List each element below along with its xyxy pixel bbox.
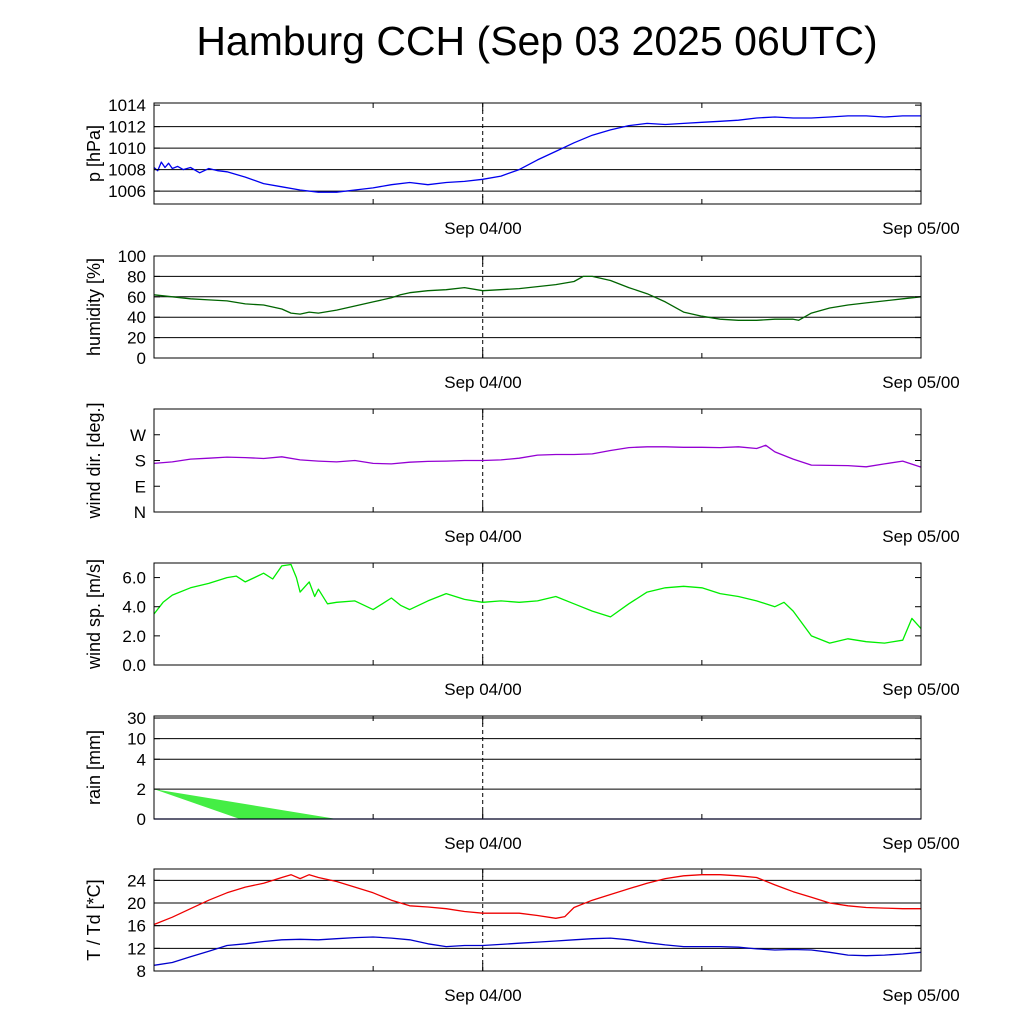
humidity-ytick-label: 40: [127, 308, 146, 327]
rain-ytick-label: 0: [137, 810, 146, 829]
wind_speed-xtick-label: Sep 04/00: [444, 680, 522, 699]
humidity-ytick-label: 0: [137, 349, 146, 368]
temperature-plot-frame: [153, 868, 922, 972]
temperature-ytick-label: 12: [127, 939, 146, 958]
wind_speed-ytick-label: 4.0: [122, 598, 146, 617]
rain-xtick-label: Sep 04/00: [444, 834, 522, 853]
pressure-ytick-label: 1006: [108, 182, 146, 201]
rain-ytick-label: 4: [137, 750, 146, 769]
rain-panel: 0 2 410 30 rain [mm] Sep 04/00 Sep 05/00: [84, 709, 960, 853]
temperature-xtick-label: Sep 04/00: [444, 986, 522, 1005]
wind_dir-plot-frame: [153, 408, 922, 513]
pressure-xtick-label: Sep 05/00: [882, 219, 960, 238]
humidity-xtick-label: Sep 05/00: [882, 373, 960, 392]
wind_speed-xtick-label: Sep 05/00: [882, 680, 960, 699]
humidity-ytick-label: 60: [127, 288, 146, 307]
wind_speed-plot-frame: [153, 562, 922, 666]
temperature-series-line-0: [153, 874, 921, 926]
temperature-xtick-label: Sep 05/00: [882, 986, 960, 1005]
temperature-panel: 8 12 16 20 24 T / Td [*C] Sep 04/00 Sep 05/00: [84, 868, 960, 1005]
temperature-ytick-label: 16: [127, 917, 146, 936]
rain-ytick-label: 2: [137, 780, 146, 799]
humidity-plot-frame: [153, 255, 922, 359]
wind_dir-ytick-label: S: [135, 452, 146, 471]
wind_dir-ytick-label: E: [135, 477, 146, 496]
wind_dir-xtick-label: Sep 05/00: [882, 527, 960, 546]
temperature-ylabel: T / Td [*C]: [84, 879, 104, 960]
humidity-ytick-label: 100: [118, 247, 146, 266]
humidity-ytick-label: 80: [127, 267, 146, 286]
temperature-ytick-label: 20: [127, 894, 146, 913]
wind_dir-series-line-0: [153, 444, 922, 468]
wind_speed-ytick-label: 6.0: [122, 569, 146, 588]
temperature-ytick-label: 24: [127, 871, 146, 890]
temperature-ytick-label: 8: [137, 962, 146, 981]
wind_speed-panel: 0.0 2.0 4.0 6.0 wind sp. [m/s] Sep 04/00 Sep 0…: [84, 559, 960, 699]
rain-xtick-label: Sep 05/00: [882, 834, 960, 853]
wind_speed-ylabel: wind sp. [m/s]: [84, 559, 104, 670]
wind_dir-ytick-label: W: [130, 426, 146, 445]
pressure-ytick-label: 1008: [108, 161, 146, 180]
wind_dir-ylabel: wind dir. [deg.]: [84, 402, 104, 519]
pressure-series-line-0: [153, 115, 921, 193]
pressure-ytick-label: 1014: [108, 96, 146, 115]
pressure-plot-frame: [153, 102, 922, 205]
pressure-ylabel: p [hPa]: [84, 125, 104, 182]
wind_speed-ytick-label: 0.0: [122, 656, 146, 675]
pressure-ytick-label: 1012: [108, 118, 146, 137]
wind_dir-xtick-label: Sep 04/00: [444, 527, 522, 546]
rain-ylabel: rain [mm]: [84, 730, 104, 805]
pressure-xtick-label: Sep 04/00: [444, 219, 522, 238]
humidity-ylabel: humidity [%]: [84, 258, 104, 356]
chart-title: Hamburg CCH (Sep 03 2025 06UTC): [196, 18, 878, 64]
rain-fill-area: [154, 789, 337, 819]
humidity-xtick-label: Sep 04/00: [444, 373, 522, 392]
wind_dir-ytick-label: N: [134, 503, 146, 522]
pressure-ytick-label: 1010: [108, 139, 146, 158]
humidity-ytick-label: 20: [127, 329, 146, 348]
rain-ytick-label: 30: [127, 709, 146, 728]
wind_speed-series-line-0: [153, 563, 922, 644]
rain-ytick-label: 10: [127, 730, 146, 749]
wind_speed-ytick-label: 2.0: [122, 627, 146, 646]
temperature-series-line-1: [153, 936, 922, 966]
humidity-series-line-0: [153, 275, 922, 321]
rain-plot-frame: [153, 715, 922, 820]
